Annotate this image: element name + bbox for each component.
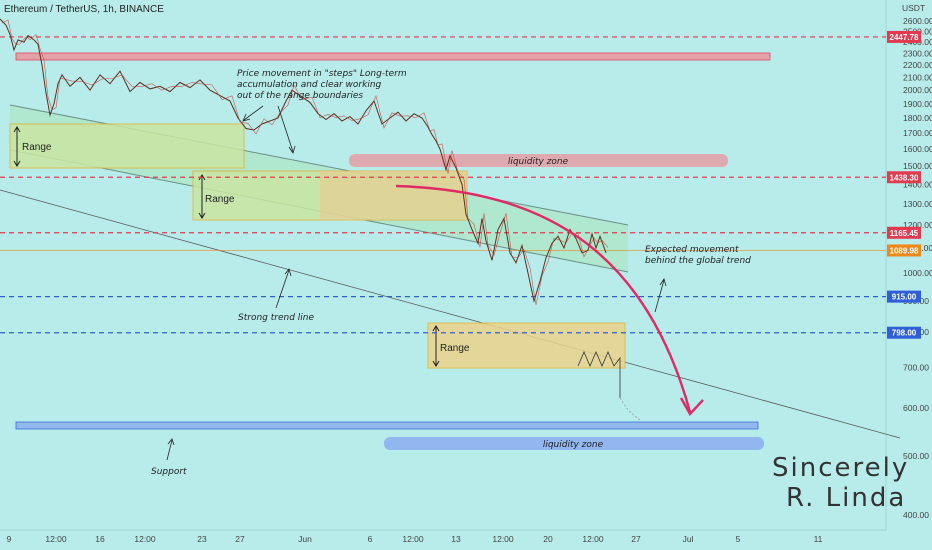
annotation-support: Support [151, 467, 187, 477]
x-tick-label: 27 [235, 534, 245, 544]
y-tick-label: 2000.00 [903, 85, 932, 95]
range-label-2: Range [205, 194, 235, 205]
price-level-label: 1438.30 [890, 173, 919, 182]
liquidity-zone-upper-label: liquidity zone [508, 157, 569, 167]
strong-trend-line [0, 189, 901, 439]
price-level-label: 2447.78 [890, 33, 919, 42]
projected-zigzag [577, 350, 621, 398]
signature-line-2: R. Linda [786, 483, 906, 513]
currency-label: USDT [902, 3, 925, 13]
y-tick-label: 2300.00 [903, 48, 932, 58]
liquidity-zone-lower [384, 437, 764, 450]
y-tick-label: 2200.00 [903, 60, 932, 70]
price-level-label: 1089.98 [890, 246, 919, 255]
x-tick-label: 12:00 [45, 534, 67, 544]
x-tick-label: 20 [543, 534, 553, 544]
annotation-pointers [166, 105, 667, 461]
y-tick-label: 2600.00 [903, 16, 932, 26]
x-tick-label: 9 [7, 534, 12, 544]
x-tick-label: 16 [95, 534, 105, 544]
x-tick-label: 13 [451, 534, 461, 544]
price-level-badge [887, 171, 921, 184]
range-label-1: Range [22, 142, 52, 153]
y-tick-label: 2100.00 [903, 72, 932, 82]
y-tick-label: 600.00 [903, 403, 929, 413]
y-tick-label: 500.00 [903, 451, 929, 461]
y-tick-label: 1200.00 [903, 220, 932, 230]
price-level-badge [887, 244, 921, 257]
expected-movement-arrowhead [679, 397, 704, 417]
x-axis-ticks: 9 12:00 16 12:00 23 27 Jun 6 12:00 13 12:00 20 12:00… [7, 534, 823, 544]
projected-extension [619, 397, 641, 421]
y-tick-label: 1700.00 [903, 128, 932, 138]
y-tick-label: 1300.00 [903, 199, 932, 209]
price-series-wick [1, 19, 609, 306]
resistance-bar [15, 52, 771, 61]
y-tick-label: 1900.00 [903, 99, 932, 109]
annotation-steps-line-3: out of the range boundaries [237, 91, 363, 101]
expected-movement-arrow [395, 184, 692, 413]
x-tick-label: 12:00 [402, 534, 424, 544]
x-tick-label: 27 [631, 534, 641, 544]
y-tick-label: 1000.00 [903, 268, 932, 278]
chart-title: Ethereum / TetherUS, 1h, BINANCE [4, 4, 164, 15]
y-tick-label: 1400.00 [903, 179, 932, 189]
range-box-2-highlight [320, 171, 467, 220]
liquidity-zone-lower-label: liquidity zone [543, 440, 604, 450]
x-tick-label: 12:00 [134, 534, 156, 544]
x-tick-label: Jul [683, 534, 694, 544]
support-bar [15, 421, 759, 430]
y-tick-label: 1600.00 [903, 144, 932, 154]
y-tick-label: 700.00 [903, 362, 929, 372]
annotation-expected-line-1: Expected movement [645, 245, 739, 255]
x-tick-label: 11 [814, 534, 823, 544]
x-tick-label: Jun [298, 534, 312, 544]
annotation-steps-line-2: accumulation and clear working [237, 80, 382, 90]
price-level-label: 1165.45 [890, 229, 919, 238]
range-box-1 [9, 123, 245, 169]
range-arrows [13, 126, 440, 367]
price-level-badge [887, 30, 921, 43]
annotation-steps-line-1: Price movement in "steps" Long-term [237, 69, 407, 79]
price-level-badge [887, 326, 921, 339]
x-tick-label: 12:00 [492, 534, 514, 544]
price-level-badge [887, 226, 921, 239]
price-level-label: 915.00 [892, 293, 917, 302]
y-tick-label: 1800.00 [903, 113, 932, 123]
y-tick-label: 400.00 [903, 510, 929, 520]
range-label-3: Range [440, 343, 470, 354]
x-tick-label: 12:00 [582, 534, 604, 544]
price-levels: 2447.78 1438.30 1165.45 1089.98 915.00 798.00 [0, 30, 921, 339]
price-level-badge [887, 290, 921, 303]
x-tick-label: 6 [368, 534, 373, 544]
annotation-expected-line-2: behind the global trend [645, 256, 751, 266]
price-scale-panel [886, 0, 932, 550]
signature-line-1: Sincerely [772, 453, 909, 483]
x-tick-label: 23 [197, 534, 207, 544]
y-tick-label: 1500.00 [903, 161, 932, 171]
price-level-label: 798.00 [892, 329, 917, 338]
x-tick-label: 5 [736, 534, 741, 544]
annotation-trend-line: Strong trend line [238, 313, 314, 323]
